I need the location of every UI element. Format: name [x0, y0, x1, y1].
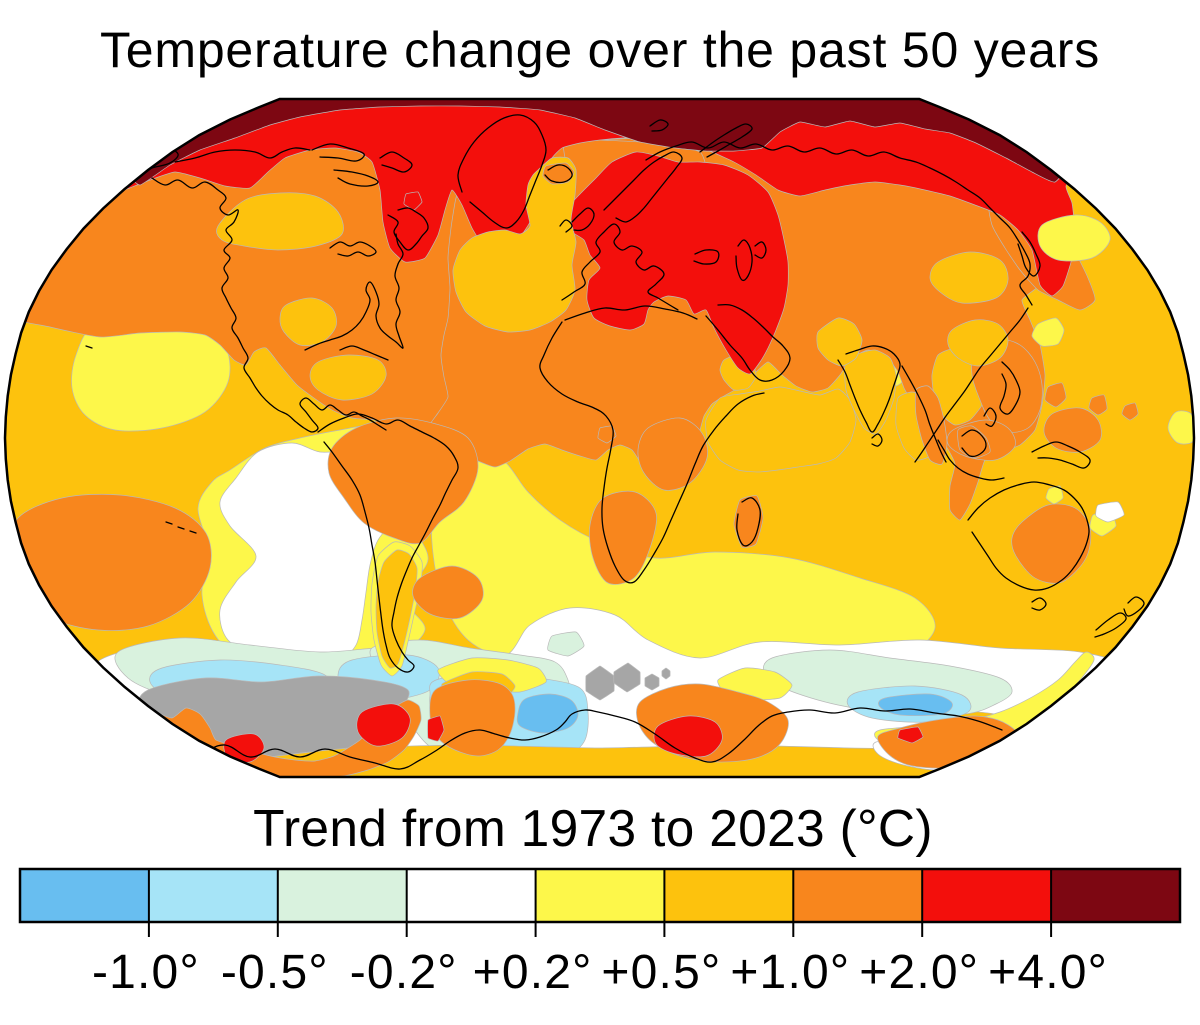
svg-text:Trend from 1973 to 2023 (°C): Trend from 1973 to 2023 (°C) [253, 799, 933, 857]
svg-text:-1.0°: -1.0° [92, 946, 200, 999]
svg-text:+2.0°: +2.0° [859, 946, 979, 999]
svg-text:+1.0°: +1.0° [730, 946, 850, 999]
svg-text:-0.5°: -0.5° [221, 946, 329, 999]
svg-text:-0.2°: -0.2° [350, 946, 458, 999]
svg-text:+0.5°: +0.5° [601, 946, 721, 999]
svg-text:Temperature change over the pa: Temperature change over the past 50 year… [100, 22, 1100, 78]
svg-text:+0.2°: +0.2° [473, 946, 593, 999]
svg-text:+4.0°: +4.0° [988, 946, 1108, 999]
